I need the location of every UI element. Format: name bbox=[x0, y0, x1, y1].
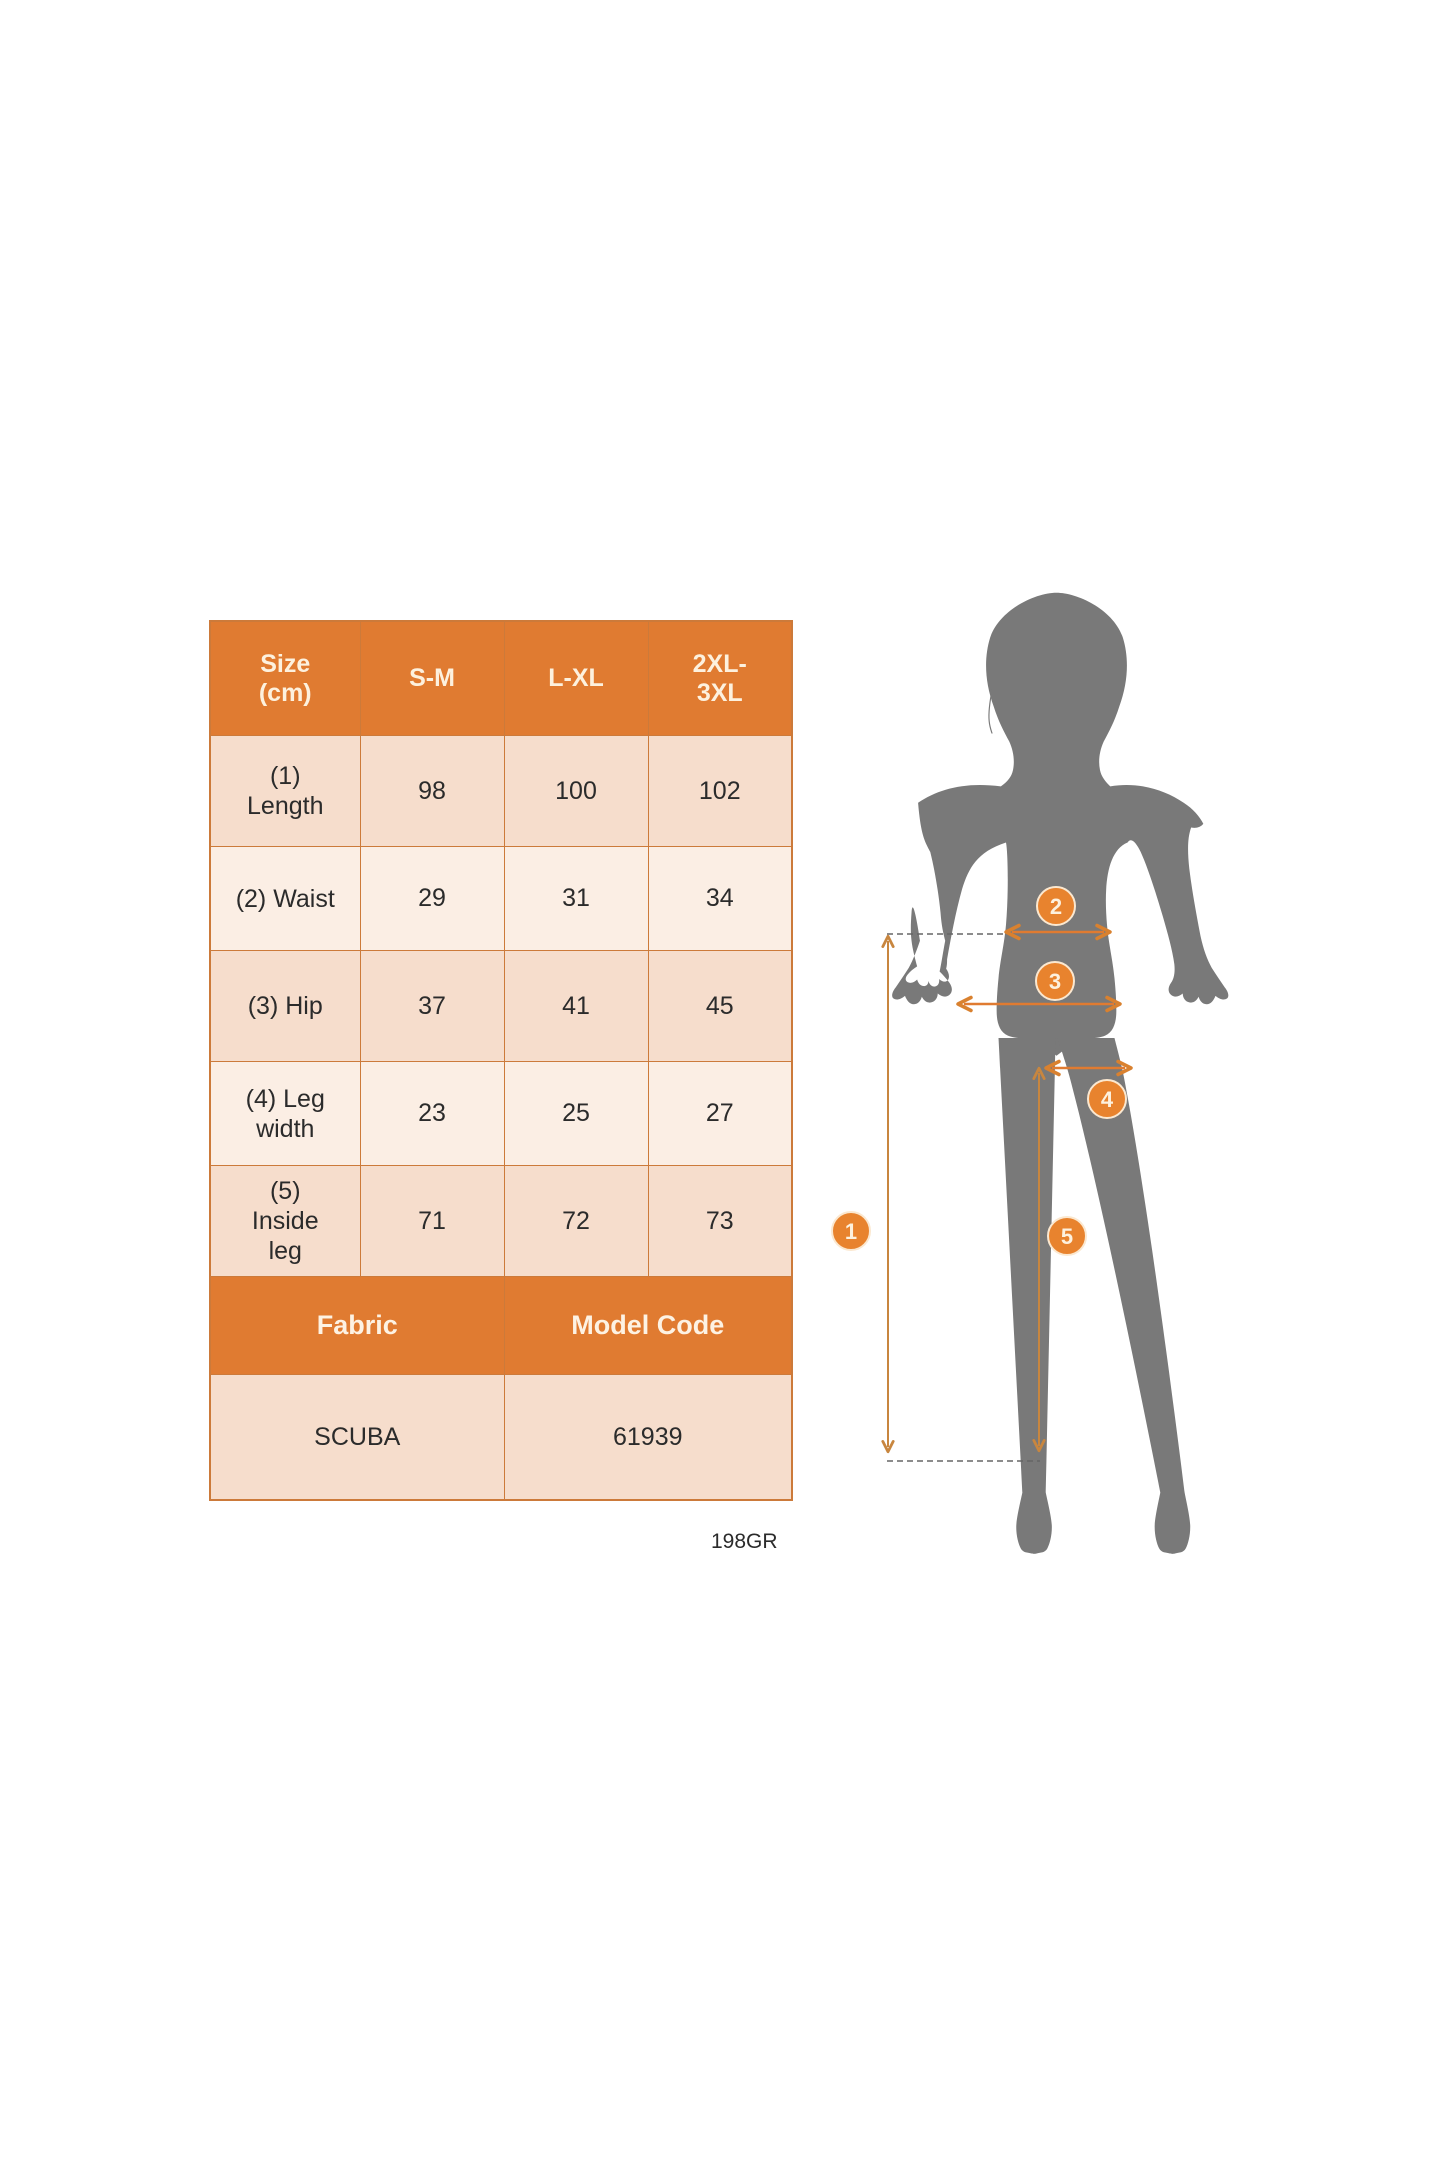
svg-text:3: 3 bbox=[1049, 969, 1061, 994]
svg-text:4: 4 bbox=[1101, 1087, 1114, 1112]
svg-text:2: 2 bbox=[1050, 894, 1062, 919]
svg-text:1: 1 bbox=[845, 1219, 857, 1244]
svg-text:5: 5 bbox=[1061, 1224, 1073, 1249]
